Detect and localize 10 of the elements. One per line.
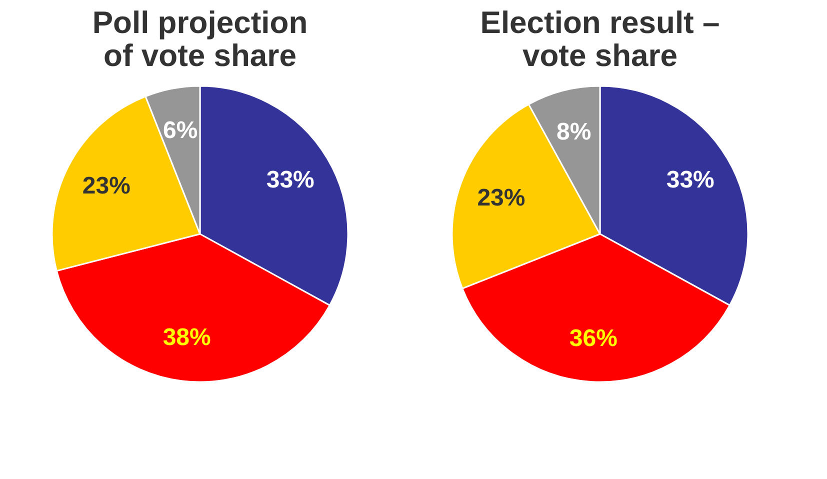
data-label: 23% bbox=[82, 172, 130, 200]
chart-title: Election result – vote share bbox=[480, 5, 720, 73]
data-label: 33% bbox=[266, 166, 314, 194]
data-label: 23% bbox=[477, 184, 526, 212]
data-label: 38% bbox=[162, 324, 211, 352]
chart-title: Poll projection of vote share bbox=[92, 5, 308, 73]
data-label: 33% bbox=[666, 166, 714, 194]
data-label: 6% bbox=[162, 116, 198, 144]
data-label: 8% bbox=[556, 118, 592, 146]
data-label: 36% bbox=[569, 324, 618, 352]
